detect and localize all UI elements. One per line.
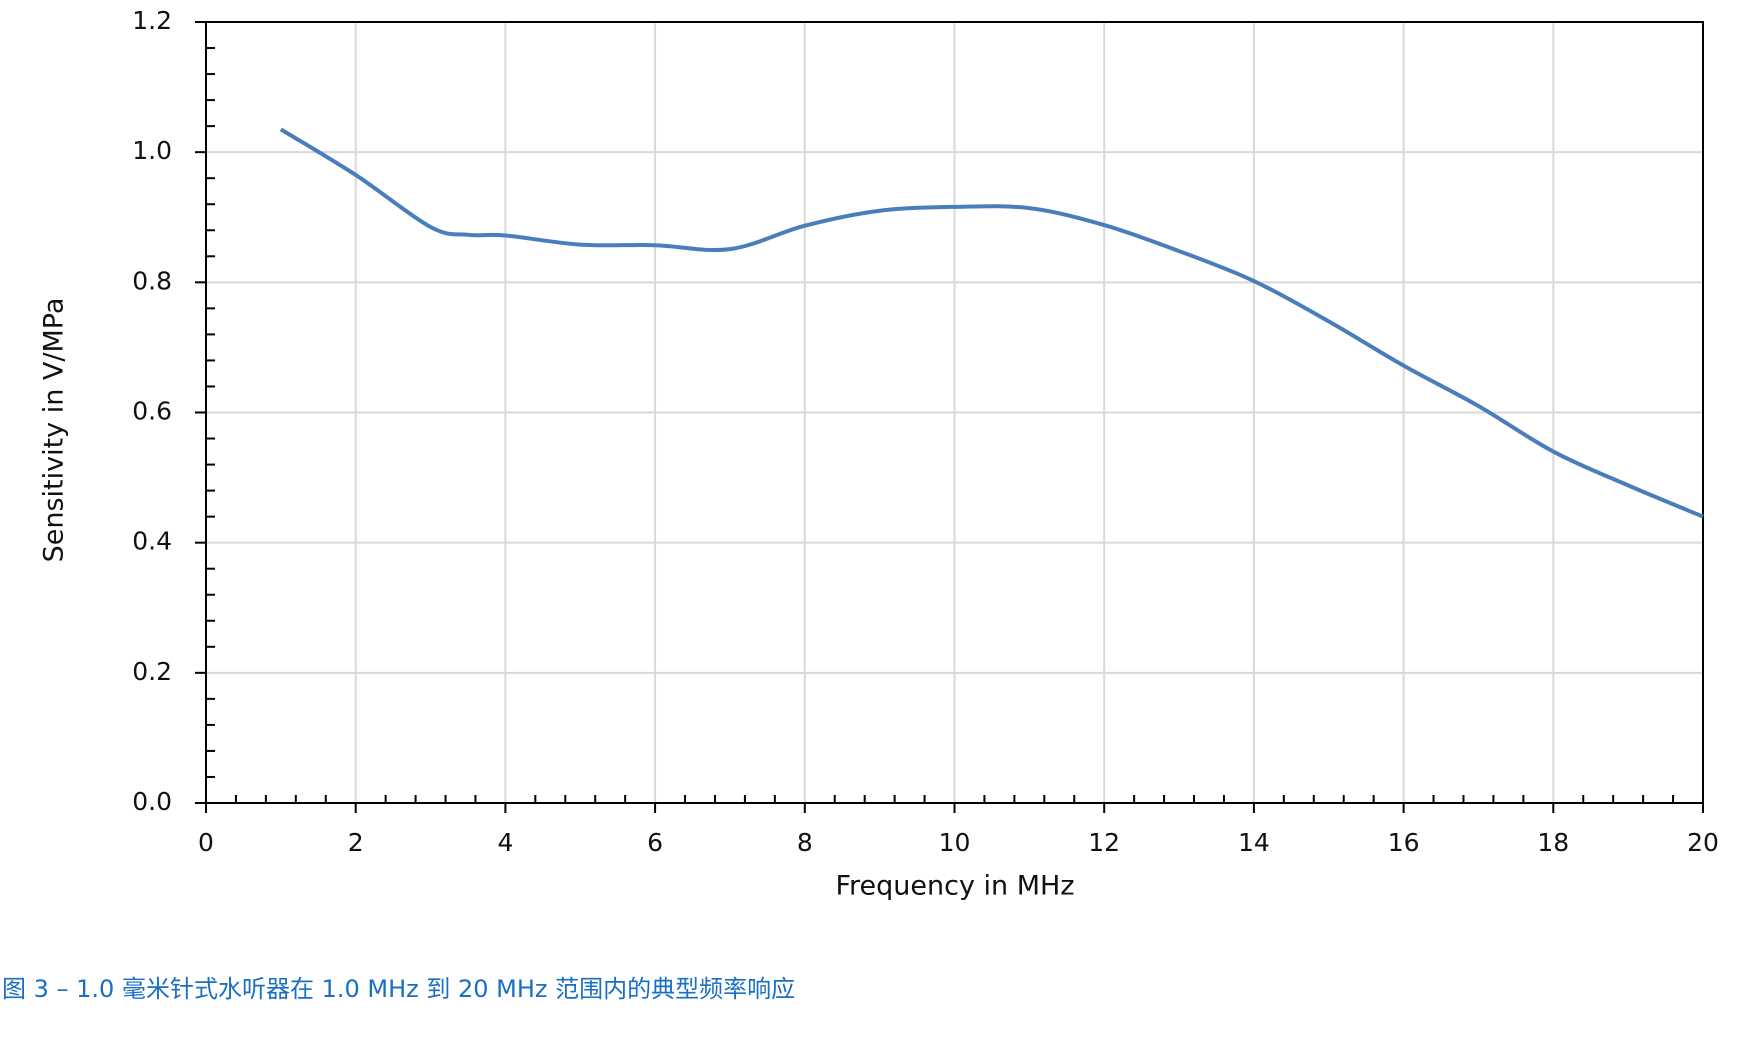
x-tick-label: 18 bbox=[1537, 828, 1569, 857]
y-tick-label: 1.0 bbox=[132, 136, 172, 165]
x-tick-label: 12 bbox=[1088, 828, 1120, 857]
y-tick-label: 0.2 bbox=[132, 657, 172, 686]
y-tick-label: 0.6 bbox=[132, 397, 172, 426]
x-tick-label: 16 bbox=[1388, 828, 1420, 857]
x-tick-label: 20 bbox=[1687, 828, 1719, 857]
y-tick-label: 0.0 bbox=[132, 787, 172, 816]
x-axis-title: Frequency in MHz bbox=[835, 871, 1074, 902]
y-axis-title: Sensitivity in V/MPa bbox=[39, 298, 70, 563]
y-tick-label: 0.4 bbox=[132, 527, 172, 556]
x-tick-label: 14 bbox=[1238, 828, 1270, 857]
x-tick-label: 2 bbox=[348, 828, 364, 857]
y-tick-label: 1.2 bbox=[132, 6, 172, 35]
x-tick-label: 8 bbox=[797, 828, 813, 857]
x-tick-label: 0 bbox=[198, 828, 214, 857]
x-tick-label: 10 bbox=[939, 828, 971, 857]
data-line bbox=[279, 127, 1704, 519]
caption: 图 3 – 1.0 毫米针式水听器在 1.0 MHz 到 20 MHz 范围内的… bbox=[2, 975, 795, 1003]
x-tick-label: 4 bbox=[497, 828, 513, 857]
x-tick-label: 6 bbox=[647, 828, 663, 857]
y-tick-label: 0.8 bbox=[132, 266, 172, 295]
